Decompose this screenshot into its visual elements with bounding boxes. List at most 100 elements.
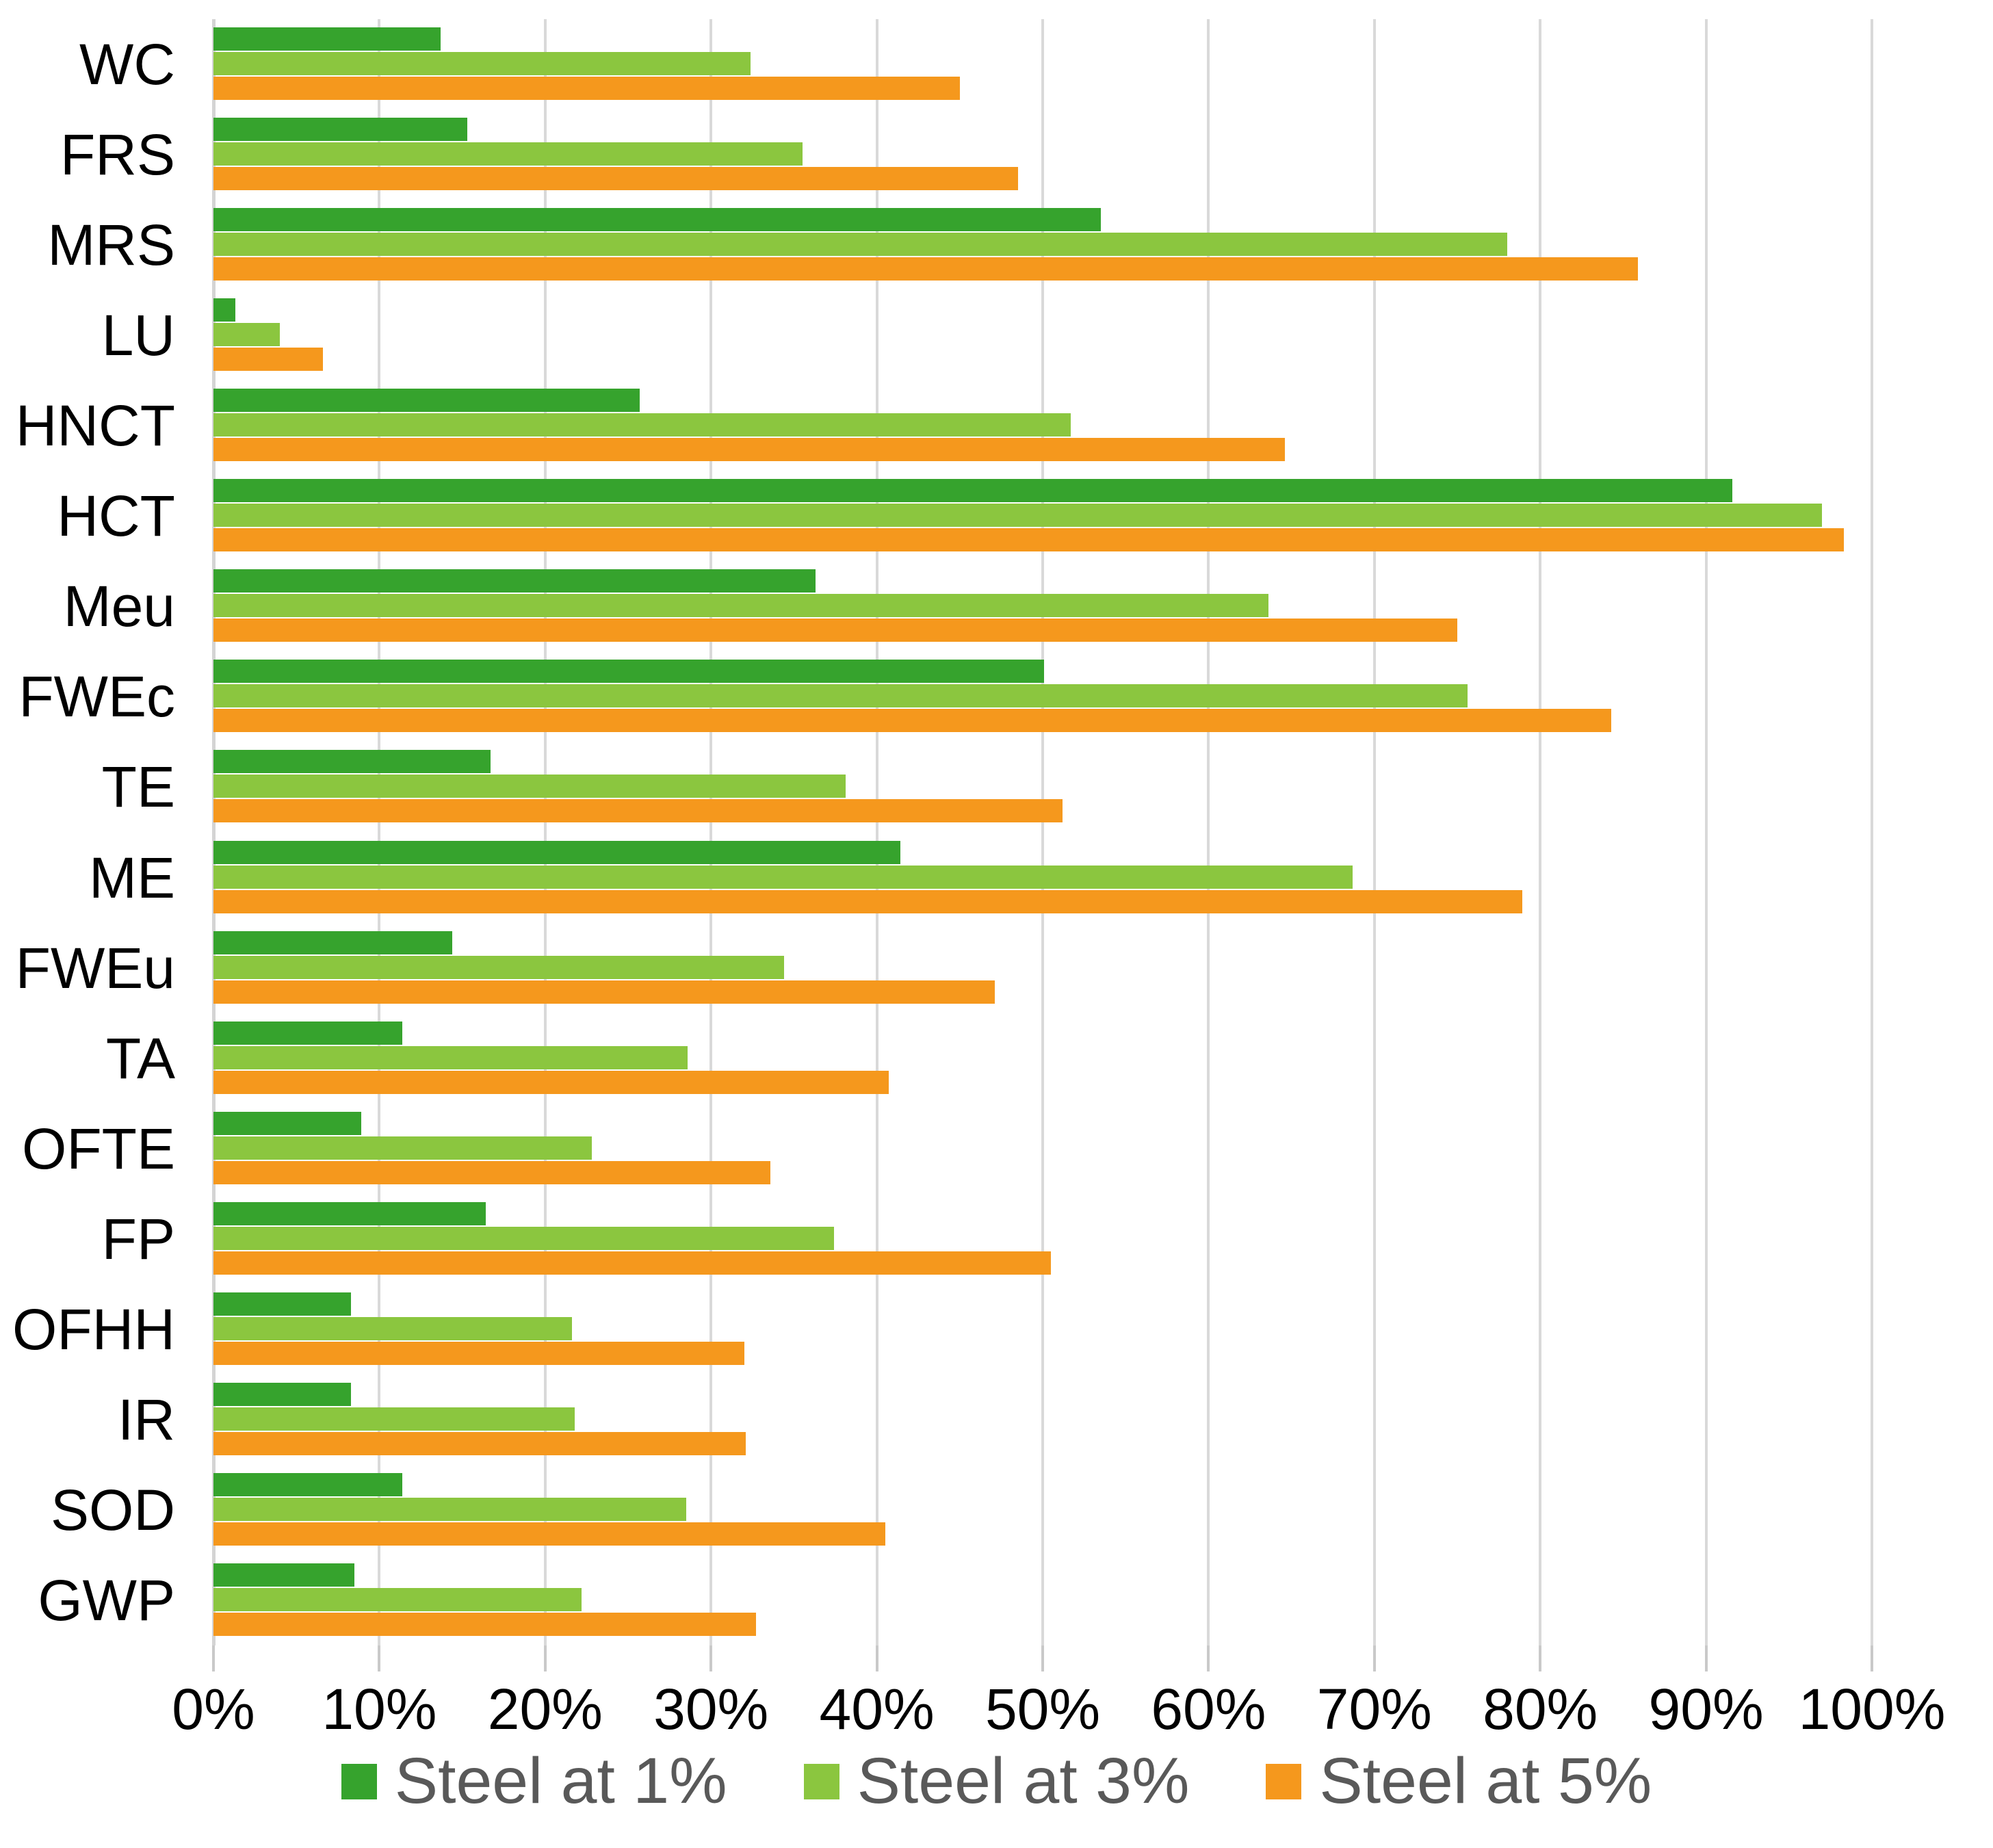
category-label-OFHH: OFHH (12, 1297, 175, 1362)
bar-group-FP (213, 1201, 1872, 1276)
category-label-MRS: MRS (47, 213, 175, 278)
bar-group-OFHH (213, 1292, 1872, 1366)
bar-GWP-steel-at-5% (213, 1612, 756, 1636)
bar-GWP-steel-at-1% (213, 1563, 355, 1587)
bar-group-WC (213, 27, 1872, 101)
x-axis-tick-label: 20% (487, 1677, 603, 1741)
bar-MRS-steel-at-5% (213, 257, 1639, 281)
bar-WC-steel-at-5% (213, 77, 960, 101)
x-axis-tick-label: 70% (1316, 1677, 1432, 1741)
category-label-Meu: Meu (63, 574, 175, 639)
bar-WC-steel-at-3% (213, 52, 751, 76)
bar-IR-steel-at-5% (213, 1431, 746, 1455)
y-axis-category-labels: WC FRS MRS LU HNCT HCT Meu FWEc TE ME FWEu TA OFTE FP… (0, 19, 194, 1645)
bar-group-GWP (213, 1563, 1872, 1637)
bar-FWEc-steel-at-5% (213, 709, 1612, 733)
bar-group-HNCT (213, 389, 1872, 463)
axis-tick-70% (1372, 1645, 1376, 1671)
bar-OFHH-steel-at-5% (213, 1341, 744, 1365)
x-axis-tick-label: 50% (985, 1677, 1101, 1741)
bar-FP-steel-at-5% (213, 1251, 1052, 1275)
bar-FWEu-steel-at-1% (213, 930, 453, 954)
bar-FRS-steel-at-3% (213, 142, 803, 166)
bar-ME-steel-at-5% (213, 889, 1522, 913)
axis-tick-100% (1871, 1645, 1873, 1671)
category-label-ME: ME (89, 845, 175, 910)
axis-tick-10% (378, 1645, 381, 1671)
bar-FWEu-steel-at-3% (213, 955, 784, 979)
gridline-10% (378, 19, 381, 1645)
legend-label: Steel at 1% (394, 1745, 727, 1817)
bar-group-OFTE (213, 1111, 1872, 1186)
bar-ME-steel-at-3% (213, 865, 1353, 889)
bar-OFHH-steel-at-1% (213, 1292, 352, 1316)
bar-HNCT-steel-at-5% (213, 438, 1285, 462)
axis-tick-60% (1207, 1645, 1210, 1671)
gridline-30% (709, 19, 713, 1645)
bar-HNCT-steel-at-3% (213, 413, 1071, 437)
axis-tick-90% (1704, 1645, 1708, 1671)
legend-label: Steel at 5% (1319, 1745, 1652, 1817)
bar-group-Meu (213, 569, 1872, 643)
bar-group-TA (213, 1021, 1872, 1095)
legend-swatch-icon (1266, 1763, 1302, 1799)
bar-Meu-steel-at-5% (213, 619, 1457, 642)
bar-MRS-steel-at-3% (213, 233, 1507, 257)
bar-LU-steel-at-3% (213, 323, 280, 347)
x-axis-tick-label: 100% (1798, 1677, 1946, 1741)
bar-FP-steel-at-1% (213, 1201, 486, 1225)
gridline-100% (1871, 19, 1873, 1645)
bar-HCT-steel-at-3% (213, 504, 1823, 528)
bar-TA-steel-at-1% (213, 1021, 403, 1045)
gridline-60% (1207, 19, 1210, 1645)
bar-SOD-steel-at-3% (213, 1497, 686, 1521)
bar-IR-steel-at-3% (213, 1407, 575, 1431)
bar-group-TE (213, 750, 1872, 824)
bar-TA-steel-at-3% (213, 1045, 688, 1069)
bar-OFHH-steel-at-3% (213, 1316, 572, 1340)
category-label-FRS: FRS (60, 122, 175, 187)
bar-FWEu-steel-at-5% (213, 980, 995, 1004)
bar-TA-steel-at-5% (213, 1070, 889, 1094)
gridline-40% (875, 19, 878, 1645)
bar-OFTE-steel-at-5% (213, 1160, 771, 1184)
gridline-70% (1372, 19, 1376, 1645)
x-axis-tick-label: 90% (1648, 1677, 1764, 1741)
bar-FWEc-steel-at-3% (213, 684, 1468, 708)
bar-HCT-steel-at-1% (213, 479, 1733, 503)
legend-swatch-icon (803, 1763, 839, 1799)
gridline-20% (543, 19, 547, 1645)
gridline-0% (212, 19, 216, 1645)
bar-group-SOD (213, 1472, 1872, 1547)
axis-tick-40% (875, 1645, 878, 1671)
bar-FP-steel-at-3% (213, 1226, 834, 1250)
category-label-GWP: GWP (38, 1567, 175, 1632)
x-axis-tick-label: 10% (322, 1677, 437, 1741)
legend-label: Steel at 3% (857, 1745, 1190, 1817)
bar-FRS-steel-at-5% (213, 167, 1018, 191)
legend: Steel at 1% Steel at 3% Steel at 5% (0, 1749, 1993, 1814)
bar-IR-steel-at-1% (213, 1382, 352, 1406)
category-label-TA: TA (105, 1026, 175, 1091)
bar-group-MRS (213, 208, 1872, 282)
bar-TE-steel-at-5% (213, 799, 1063, 823)
bar-group-LU (213, 298, 1872, 372)
axis-tick-30% (709, 1645, 713, 1671)
gridline-80% (1539, 19, 1542, 1645)
bar-FRS-steel-at-1% (213, 118, 467, 142)
x-axis-tick-label: 60% (1151, 1677, 1266, 1741)
bar-group-ME (213, 840, 1872, 915)
bar-FWEc-steel-at-1% (213, 660, 1045, 684)
category-label-OFTE: OFTE (22, 1116, 175, 1181)
bar-TE-steel-at-1% (213, 750, 491, 774)
x-axis-tick-label: 30% (653, 1677, 769, 1741)
bar-WC-steel-at-1% (213, 27, 441, 51)
bar-TE-steel-at-3% (213, 775, 846, 798)
gridline-50% (1041, 19, 1044, 1645)
bar-ME-steel-at-1% (213, 840, 900, 864)
category-label-WC: WC (79, 32, 175, 97)
legend-item-steel-at-5%: Steel at 5% (1266, 1749, 1652, 1814)
bar-GWP-steel-at-3% (213, 1587, 582, 1611)
category-label-HCT: HCT (57, 484, 175, 549)
